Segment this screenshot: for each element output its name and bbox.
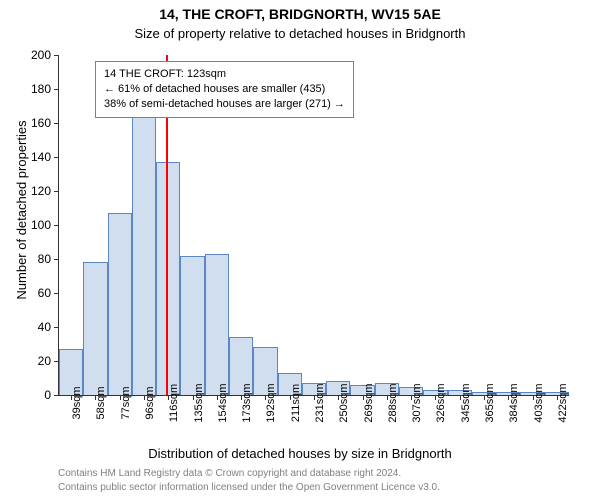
ytick-line xyxy=(54,55,59,56)
xtick-label: 250sqm xyxy=(338,383,350,422)
xtick-label: 173sqm xyxy=(241,383,253,422)
histogram-bar xyxy=(132,111,156,395)
ytick-line xyxy=(54,123,59,124)
ytick-label: 40 xyxy=(38,320,51,334)
ytick-label: 60 xyxy=(38,286,51,300)
ytick-line xyxy=(54,293,59,294)
histogram-bar xyxy=(180,256,204,395)
title-sub: Size of property relative to detached ho… xyxy=(0,26,600,41)
histogram-bar xyxy=(205,254,229,395)
ytick-label: 0 xyxy=(44,388,51,402)
title-main: 14, THE CROFT, BRIDGNORTH, WV15 5AE xyxy=(0,6,600,22)
plot-area: 02040608010012014016018020039sqm58sqm77s… xyxy=(58,55,569,396)
footer-line-2: Contains public sector information licen… xyxy=(58,482,440,493)
annotation-line-3: 38% of semi-detached houses are larger (… xyxy=(104,97,345,112)
xtick-label: 116sqm xyxy=(168,384,180,422)
ytick-label: 200 xyxy=(31,48,51,62)
xtick-label: 307sqm xyxy=(411,383,423,422)
histogram-bar xyxy=(108,213,132,395)
ytick-line xyxy=(54,157,59,158)
xtick-label: 211sqm xyxy=(290,384,302,422)
x-axis-label: Distribution of detached houses by size … xyxy=(0,446,600,461)
footer-line-1: Contains HM Land Registry data © Crown c… xyxy=(58,468,401,479)
xtick-label: 345sqm xyxy=(460,383,472,422)
xtick-label: 326sqm xyxy=(435,383,447,422)
y-axis-label: Number of detached properties xyxy=(14,40,29,380)
ytick-line xyxy=(54,89,59,90)
xtick-label: 39sqm xyxy=(71,386,83,419)
ytick-line xyxy=(54,259,59,260)
xtick-label: 77sqm xyxy=(120,386,132,419)
ytick-label: 100 xyxy=(31,218,51,232)
annotation-line-1: 14 THE CROFT: 123sqm xyxy=(104,67,345,82)
xtick-label: 192sqm xyxy=(265,383,277,422)
ytick-label: 180 xyxy=(31,82,51,96)
xtick-label: 422sqm xyxy=(557,383,569,422)
xtick-label: 58sqm xyxy=(95,386,107,419)
ytick-line xyxy=(54,191,59,192)
ytick-line xyxy=(54,225,59,226)
xtick-label: 96sqm xyxy=(144,386,156,419)
histogram-bar xyxy=(83,262,107,395)
chart-container: 14, THE CROFT, BRIDGNORTH, WV15 5AE Size… xyxy=(0,0,600,500)
ytick-label: 140 xyxy=(31,150,51,164)
ytick-label: 160 xyxy=(31,116,51,130)
annotation-box: 14 THE CROFT: 123sqm← 61% of detached ho… xyxy=(95,61,354,118)
xtick-label: 288sqm xyxy=(387,383,399,422)
ytick-line xyxy=(54,395,59,396)
ytick-label: 120 xyxy=(31,184,51,198)
ytick-line xyxy=(54,327,59,328)
annotation-line-2: ← 61% of detached houses are smaller (43… xyxy=(104,82,345,97)
ytick-label: 20 xyxy=(38,354,51,368)
xtick-label: 154sqm xyxy=(217,383,229,422)
xtick-label: 231sqm xyxy=(314,383,326,422)
xtick-label: 403sqm xyxy=(533,383,545,422)
xtick-label: 269sqm xyxy=(363,383,375,422)
xtick-label: 135sqm xyxy=(193,383,205,422)
ytick-label: 80 xyxy=(38,252,51,266)
xtick-label: 365sqm xyxy=(484,383,496,422)
histogram-bar xyxy=(156,162,180,395)
xtick-label: 384sqm xyxy=(508,383,520,422)
